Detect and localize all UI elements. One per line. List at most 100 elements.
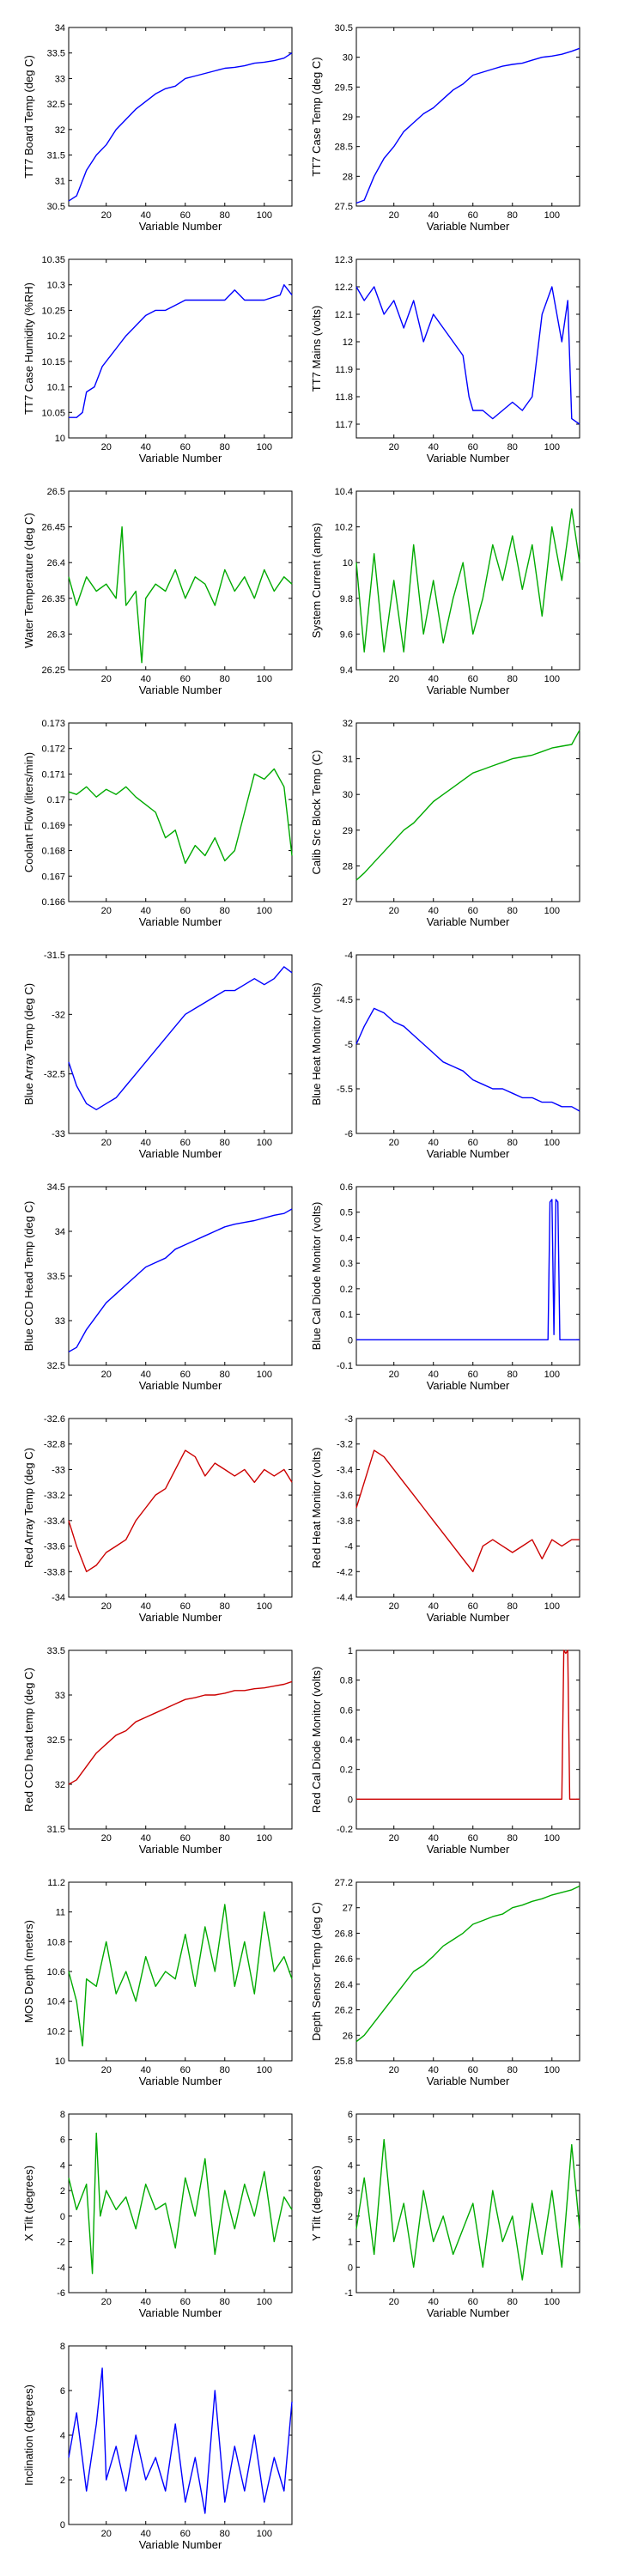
y-tick-label: 32 [55, 125, 65, 136]
x-tick-label: 60 [468, 1601, 478, 1612]
y-tick-label: 10 [343, 558, 353, 568]
plot-area [355, 1418, 580, 1598]
y-tick-label: 27 [343, 897, 353, 908]
x-tick-label: 40 [428, 1138, 439, 1148]
y-tick-label: -6 [57, 2288, 65, 2299]
x-tick-label: 100 [544, 1833, 560, 1844]
y-tick-label: 0.2 [340, 1285, 353, 1295]
x-tick-label: 80 [220, 1370, 230, 1380]
x-tick-label: 80 [507, 1138, 518, 1148]
chart-panel: 20 40 60 80 100 10 10.05 10.1 10.15 10.2 10.25 10.3… [22, 255, 293, 465]
y-axis-label: TT7 Board Temp (deg C) [22, 55, 35, 179]
x-tick-label: 40 [428, 674, 439, 684]
x-tick-label: 20 [389, 2297, 399, 2307]
x-tick-label: 40 [428, 442, 439, 453]
x-tick-label: 40 [428, 210, 439, 221]
x-tick-label: 100 [544, 1601, 560, 1612]
series-line [68, 1904, 293, 2047]
plot-area [355, 2113, 580, 2293]
y-tick-label: 33 [55, 74, 65, 84]
y-axis-label: Depth Sensor Temp (deg C) [310, 1902, 323, 2041]
x-tick-label: 100 [257, 906, 272, 916]
x-tick-label: 100 [257, 674, 272, 684]
y-tick-label: 1 [348, 1646, 353, 1656]
y-axis-label: X Tilt (degrees) [22, 2166, 35, 2241]
plot-area [355, 258, 580, 439]
y-tick-label: 10 [55, 434, 65, 444]
y-tick-label: -1 [344, 2288, 353, 2299]
x-tick-label: 100 [257, 2065, 272, 2075]
x-axis-label: Variable Number [427, 220, 510, 233]
chart-panel: 20 40 60 80 100 0.166 0.167 0.168 0.169 0.17 0.171… [22, 719, 293, 928]
x-tick-label: 60 [180, 442, 191, 453]
y-tick-label: -3.8 [337, 1516, 353, 1527]
chart-panel: 20 40 60 80 100 -33 -32.5 -32 -31.5 Variable Numb… [22, 951, 293, 1160]
y-tick-label: 6 [348, 2110, 353, 2120]
x-tick-label: 80 [220, 2297, 230, 2307]
y-axis-label: TT7 Case Humidity (%RH) [22, 283, 35, 415]
x-tick-label: 20 [101, 906, 112, 916]
x-tick-label: 20 [389, 1601, 399, 1612]
x-axis-label: Variable Number [139, 1379, 222, 1392]
y-tick-label: 0.1 [340, 1310, 353, 1321]
x-tick-label: 60 [468, 210, 478, 221]
x-axis-label: Variable Number [427, 683, 510, 696]
y-tick-label: 12.2 [335, 283, 353, 293]
series-line [355, 1885, 580, 2043]
series-line [356, 1649, 580, 1801]
y-tick-label: -32.6 [44, 1414, 65, 1425]
x-tick-label: 60 [180, 2297, 191, 2307]
series-line [68, 526, 293, 664]
series-line [355, 47, 580, 204]
y-tick-label: -3.6 [337, 1491, 353, 1501]
x-tick-label: 100 [544, 2065, 560, 2075]
series-line [355, 508, 580, 653]
y-tick-label: 10 [55, 2057, 65, 2067]
y-tick-label: -3.4 [337, 1465, 353, 1475]
plot-area [68, 2113, 293, 2293]
x-tick-label: 60 [180, 210, 191, 221]
x-tick-label: 40 [141, 1601, 151, 1612]
y-tick-label: 9.4 [340, 665, 353, 676]
y-tick-label: 34.5 [47, 1182, 65, 1193]
chart-panel: 20 40 60 80 100 -34 -33.8 -33.6 -33.4 -33.2 -33 -32… [22, 1414, 293, 1624]
x-tick-label: 80 [507, 906, 518, 916]
x-axis-label: Variable Number [139, 683, 222, 696]
y-tick-label: 0.172 [41, 744, 65, 755]
y-tick-label: 31.5 [47, 1825, 65, 1835]
y-tick-label: 11.7 [335, 420, 353, 430]
x-tick-label: 100 [544, 442, 560, 453]
y-tick-label: 27.5 [335, 202, 353, 212]
x-tick-label: 60 [468, 1138, 478, 1148]
x-tick-label: 40 [428, 1601, 439, 1612]
plot-area [355, 1649, 580, 1830]
y-tick-label: 0.17 [47, 795, 65, 805]
chart-panel: 20 40 60 80 100 32.5 33 33.5 34 34.5 Variable Numb… [22, 1182, 293, 1392]
y-tick-label: 0.173 [41, 719, 65, 729]
y-tick-label: 27 [343, 1904, 353, 1914]
y-tick-label: 30 [343, 53, 353, 64]
y-tick-label: 11.8 [335, 392, 353, 403]
x-tick-label: 80 [220, 1833, 230, 1844]
x-axis-label: Variable Number [139, 1147, 222, 1160]
y-tick-label: 10.4 [47, 1997, 65, 2008]
x-axis-label: Variable Number [139, 915, 222, 928]
plot-area [355, 954, 580, 1134]
y-tick-label: 34 [55, 1227, 65, 1237]
x-tick-label: 20 [389, 906, 399, 916]
plot-area [355, 1186, 580, 1366]
chart-panel: 20 40 60 80 100 -6 -4 -2 0 2 4 6 8 Variable Number X T… [22, 2110, 293, 2319]
y-tick-label: 27.2 [335, 1878, 353, 1888]
x-tick-label: 40 [141, 2529, 151, 2539]
plot-area [68, 1649, 293, 1830]
x-tick-label: 80 [220, 906, 230, 916]
y-tick-label: 0.6 [340, 1705, 353, 1716]
series-line [68, 52, 293, 202]
y-tick-label: 32.5 [47, 1361, 65, 1371]
x-tick-label: 80 [220, 1138, 230, 1148]
x-tick-label: 60 [468, 2065, 478, 2075]
y-tick-label: -4.5 [337, 995, 353, 1005]
y-tick-label: 9.8 [340, 594, 353, 605]
x-tick-label: 20 [389, 442, 399, 453]
